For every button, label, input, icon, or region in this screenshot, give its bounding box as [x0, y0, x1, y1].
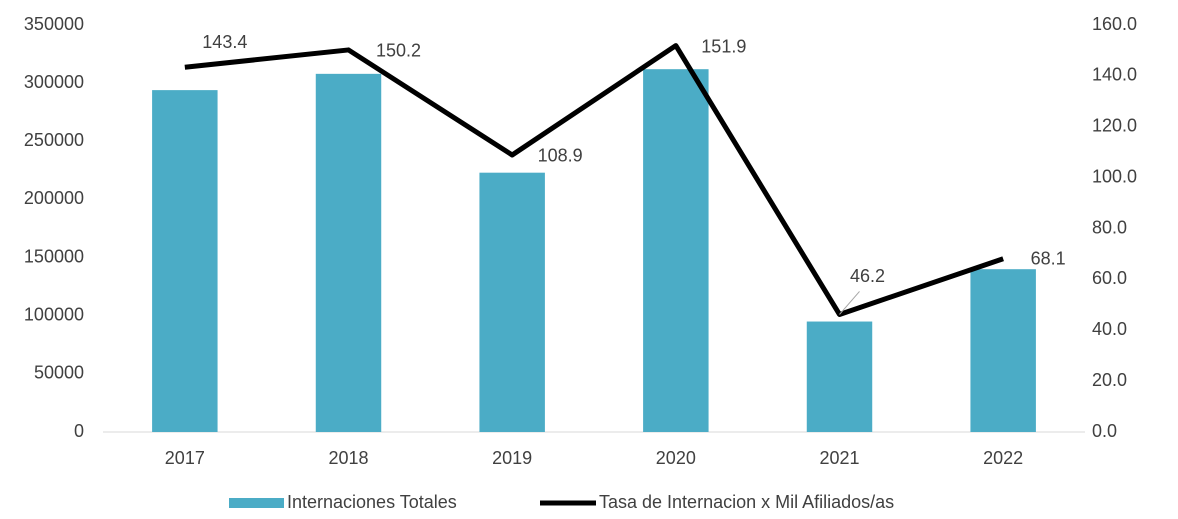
bar: [970, 269, 1036, 432]
y-tick-label: 200000: [24, 188, 84, 208]
y2-tick-label: 160.0: [1092, 14, 1137, 34]
y2-tick-label: 120.0: [1092, 116, 1137, 136]
y-tick-label: 300000: [24, 72, 84, 92]
x-tick-label: 2017: [165, 448, 205, 468]
legend-label: Tasa de Internacion x Mil Afiliados/as: [599, 492, 894, 512]
y-tick-label: 150000: [24, 246, 84, 266]
data-label: 150.2: [376, 41, 421, 61]
y-tick-label: 250000: [24, 130, 84, 150]
leader-line: [839, 291, 860, 315]
x-tick-label: 2018: [328, 448, 368, 468]
bar: [152, 90, 218, 433]
y2-tick-label: 20.0: [1092, 370, 1127, 390]
data-label: 108.9: [538, 146, 583, 166]
bar: [479, 172, 545, 432]
y-tick-label: 350000: [24, 14, 84, 34]
legend-swatch: [229, 498, 284, 508]
y2-tick-label: 100.0: [1092, 166, 1137, 186]
x-tick-label: 2022: [983, 448, 1023, 468]
y-tick-label: 0: [74, 421, 84, 441]
y2-tick-label: 40.0: [1092, 319, 1127, 339]
data-label: 68.1: [1031, 249, 1066, 269]
bar: [315, 73, 382, 432]
y2-tick-label: 140.0: [1092, 65, 1137, 85]
x-tick-label: 2020: [656, 448, 696, 468]
y2-tick-label: 0.0: [1092, 421, 1117, 441]
y-tick-label: 50000: [34, 363, 84, 383]
bar: [806, 321, 873, 432]
y2-tick-label: 80.0: [1092, 217, 1127, 237]
data-label: 143.4: [202, 32, 247, 52]
data-label: 151.9: [701, 36, 746, 56]
x-tick-label: 2021: [819, 448, 859, 468]
line: [184, 43, 1004, 317]
bar: [643, 69, 709, 432]
x-tick-label: 2019: [492, 448, 532, 468]
y-tick-label: 100000: [24, 304, 84, 324]
data-label: 46.2: [850, 266, 885, 286]
y2-tick-label: 60.0: [1092, 268, 1127, 288]
legend-label: Internaciones Totales: [287, 492, 457, 512]
